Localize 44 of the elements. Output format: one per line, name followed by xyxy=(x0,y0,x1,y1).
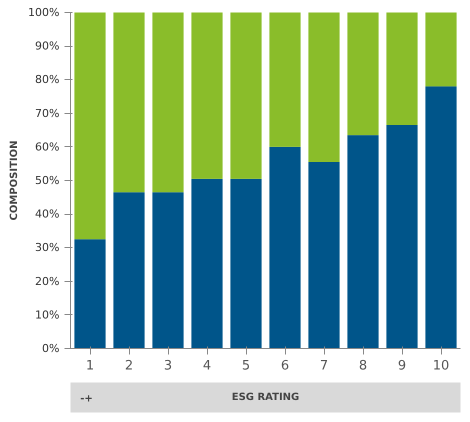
bar xyxy=(152,192,184,348)
bar xyxy=(191,12,223,179)
x-tick-label: 6 xyxy=(280,358,290,374)
x-axis-title: ESG RATING xyxy=(232,392,300,403)
y-tick-label: 60% xyxy=(35,140,60,154)
x-tick-label: 2 xyxy=(124,358,134,374)
bar xyxy=(191,178,223,348)
bar xyxy=(152,12,184,192)
x-tick-label: 10 xyxy=(432,358,450,374)
y-tick-label: 90% xyxy=(35,40,60,53)
bar xyxy=(347,135,379,348)
y-tick-label: 20% xyxy=(35,274,60,288)
bar xyxy=(269,146,301,348)
text: -+ xyxy=(80,394,93,404)
x-tick-label: 5 xyxy=(242,358,250,374)
bar xyxy=(425,12,457,86)
x-tick-label: 8 xyxy=(358,358,368,374)
bar xyxy=(308,162,340,348)
bar xyxy=(74,239,106,348)
y-tick-label: 70% xyxy=(35,106,60,120)
bar xyxy=(113,192,145,348)
y-tick-label: 30% xyxy=(35,241,60,254)
bar xyxy=(386,12,418,126)
bar xyxy=(230,178,262,348)
bar xyxy=(230,12,262,179)
y-tick-label: 10% xyxy=(35,308,60,322)
bar xyxy=(113,12,145,192)
y-tick-label: 50% xyxy=(35,174,60,187)
bar xyxy=(74,12,106,240)
bar xyxy=(269,12,301,147)
x-tick-label: 9 xyxy=(398,358,406,374)
x-tick-label: 7 xyxy=(320,358,328,374)
bar xyxy=(425,86,457,348)
bar xyxy=(308,12,340,162)
bar xyxy=(347,12,379,136)
bar xyxy=(386,125,418,348)
y-tick-label: 40% xyxy=(35,208,60,221)
x-tick-label: 4 xyxy=(202,358,212,374)
x-tick-label: 1 xyxy=(86,358,94,374)
y-tick-label: 0% xyxy=(42,342,60,355)
x-tick-label: 3 xyxy=(164,358,172,374)
y-tick-label: 100% xyxy=(28,6,60,19)
y-tick-label: 80% xyxy=(35,73,60,86)
y-axis-title: COMPOSITION xyxy=(9,140,20,220)
